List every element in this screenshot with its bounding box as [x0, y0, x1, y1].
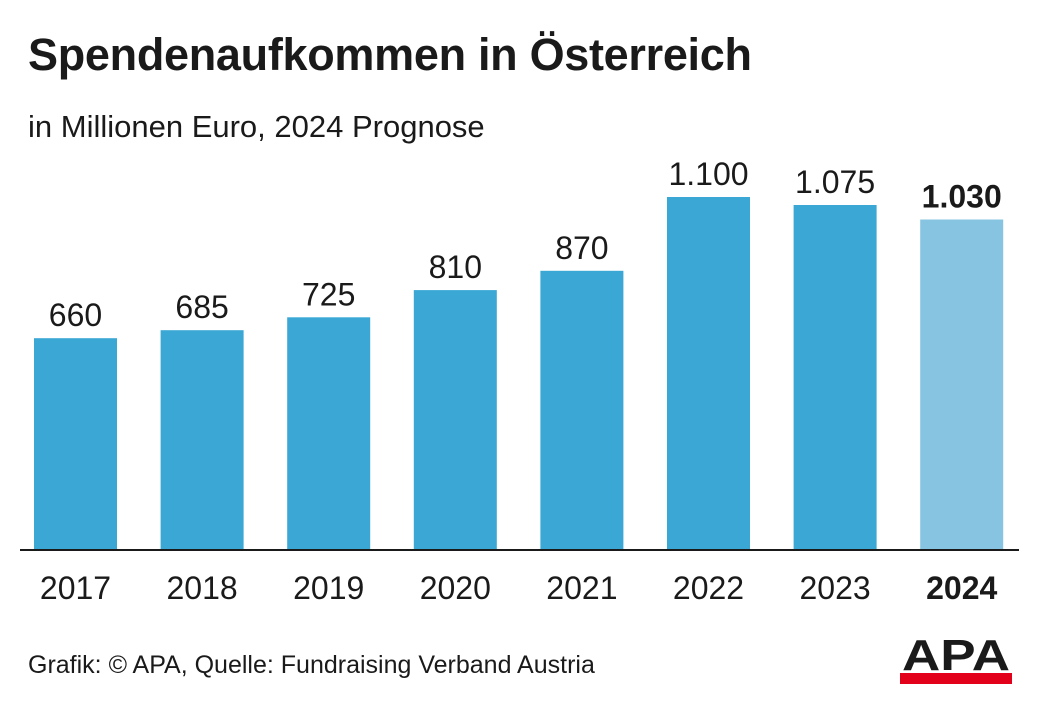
- bar-2021: [540, 270, 624, 550]
- bar-2019: [287, 317, 371, 550]
- bar-2024: [920, 219, 1004, 550]
- category-label-2021: 2021: [546, 570, 617, 606]
- category-label-2017: 2017: [40, 570, 111, 606]
- value-label-2022: 1.100: [668, 156, 748, 192]
- category-label-2024: 2024: [926, 570, 997, 606]
- bar-2020: [413, 290, 497, 550]
- chart-subtitle: in Millionen Euro, 2024 Prognose: [28, 109, 485, 144]
- source-credit: Grafik: © APA, Quelle: Fundraising Verba…: [28, 651, 595, 679]
- value-label-2017: 660: [49, 297, 102, 333]
- category-label-2020: 2020: [420, 570, 491, 606]
- bar-chart: 660 2017 685 2018 725 2019 810 2020 870 2021 1.100…: [20, 156, 1019, 606]
- value-label-2024: 1.030: [922, 179, 1002, 215]
- bar-2022: [667, 197, 750, 550]
- category-label-2018: 2018: [167, 570, 238, 606]
- apa-logo-underline: [900, 673, 1012, 684]
- category-label-2019: 2019: [293, 570, 364, 606]
- bar-2023: [793, 205, 877, 550]
- value-label-2020: 810: [429, 249, 482, 285]
- value-label-2019: 725: [302, 276, 355, 312]
- category-label-2022: 2022: [673, 570, 744, 606]
- apa-logo-text: APA: [902, 636, 1010, 680]
- chart-title: Spendenaufkommen in Österreich: [28, 29, 752, 80]
- value-label-2021: 870: [555, 230, 608, 266]
- value-label-2018: 685: [175, 289, 228, 325]
- value-label-2023: 1.075: [795, 164, 875, 200]
- bar-2018: [160, 330, 244, 550]
- category-label-2023: 2023: [800, 570, 871, 606]
- apa-logo-icon: APA: [900, 636, 1012, 684]
- bar-2017: [34, 338, 117, 550]
